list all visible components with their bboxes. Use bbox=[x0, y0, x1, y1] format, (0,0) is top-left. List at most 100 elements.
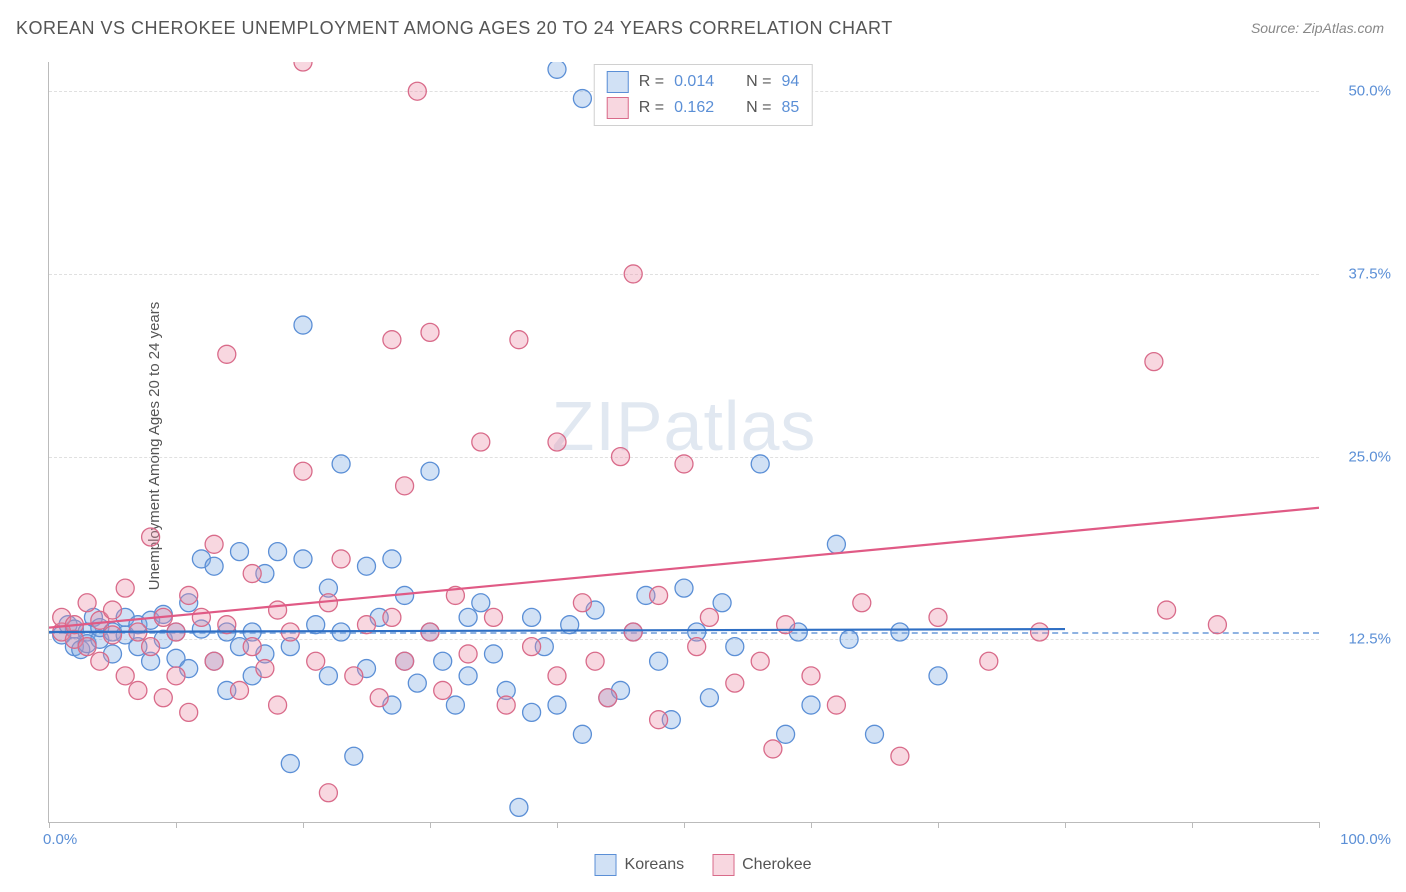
data-point bbox=[929, 608, 947, 626]
data-point bbox=[421, 462, 439, 480]
plot-area: ZIPatlas 12.5%25.0%37.5%50.0%0.0%100.0% bbox=[48, 62, 1319, 823]
data-point bbox=[1208, 616, 1226, 634]
data-point bbox=[523, 608, 541, 626]
data-point bbox=[294, 462, 312, 480]
data-point bbox=[281, 755, 299, 773]
data-point bbox=[294, 550, 312, 568]
data-point bbox=[548, 696, 566, 714]
data-point bbox=[370, 689, 388, 707]
data-point bbox=[802, 667, 820, 685]
legend-item-koreans: Koreans bbox=[595, 854, 685, 876]
y-tick-label: 12.5% bbox=[1348, 631, 1391, 648]
r-value-cherokee: 0.162 bbox=[674, 99, 714, 117]
data-point bbox=[688, 638, 706, 656]
data-point bbox=[154, 689, 172, 707]
data-point bbox=[599, 689, 617, 707]
x-tick bbox=[557, 822, 558, 828]
chart-container: KOREAN VS CHEROKEE UNEMPLOYMENT AMONG AG… bbox=[0, 0, 1406, 892]
x-tick-label: 0.0% bbox=[43, 831, 77, 848]
data-point bbox=[573, 725, 591, 743]
swatch-koreans-icon bbox=[595, 854, 617, 876]
data-point bbox=[713, 594, 731, 612]
data-point bbox=[332, 455, 350, 473]
data-point bbox=[891, 623, 909, 641]
data-point bbox=[116, 579, 134, 597]
data-point bbox=[129, 681, 147, 699]
r-label: R = bbox=[639, 73, 664, 91]
data-point bbox=[675, 579, 693, 597]
data-point bbox=[827, 696, 845, 714]
data-point bbox=[332, 550, 350, 568]
data-point bbox=[231, 681, 249, 699]
data-point bbox=[827, 535, 845, 553]
data-point bbox=[472, 433, 490, 451]
data-point bbox=[840, 630, 858, 648]
y-tick-label: 37.5% bbox=[1348, 265, 1391, 282]
scatter-svg bbox=[49, 62, 1319, 822]
data-point bbox=[497, 696, 515, 714]
data-point bbox=[573, 90, 591, 108]
data-point bbox=[485, 645, 503, 663]
data-point bbox=[802, 696, 820, 714]
data-point bbox=[891, 747, 909, 765]
data-point bbox=[269, 543, 287, 561]
data-point bbox=[243, 565, 261, 583]
data-point bbox=[624, 265, 642, 283]
data-point bbox=[78, 594, 96, 612]
data-point bbox=[1158, 601, 1176, 619]
data-point bbox=[396, 477, 414, 495]
data-point bbox=[243, 638, 261, 656]
x-tick bbox=[811, 822, 812, 828]
data-point bbox=[548, 433, 566, 451]
data-point bbox=[142, 528, 160, 546]
data-point bbox=[726, 674, 744, 692]
data-point bbox=[523, 703, 541, 721]
data-point bbox=[485, 608, 503, 626]
correlation-legend: R = 0.014 N = 94 R = 0.162 N = 85 bbox=[594, 64, 813, 126]
series-legend: Koreans Cherokee bbox=[595, 854, 812, 876]
data-point bbox=[1145, 353, 1163, 371]
data-point bbox=[256, 660, 274, 678]
data-point bbox=[1031, 623, 1049, 641]
regression-line bbox=[49, 508, 1319, 628]
x-tick bbox=[303, 822, 304, 828]
data-point bbox=[510, 798, 528, 816]
data-point bbox=[383, 608, 401, 626]
data-point bbox=[510, 331, 528, 349]
data-point bbox=[726, 638, 744, 656]
legend-label-koreans: Koreans bbox=[625, 856, 685, 874]
data-point bbox=[408, 674, 426, 692]
data-point bbox=[269, 601, 287, 619]
legend-label-cherokee: Cherokee bbox=[742, 856, 811, 874]
data-point bbox=[319, 667, 337, 685]
data-point bbox=[472, 594, 490, 612]
data-point bbox=[218, 345, 236, 363]
data-point bbox=[700, 608, 718, 626]
data-point bbox=[142, 638, 160, 656]
data-point bbox=[586, 652, 604, 670]
data-point bbox=[192, 608, 210, 626]
legend-row-koreans: R = 0.014 N = 94 bbox=[607, 69, 800, 95]
data-point bbox=[383, 331, 401, 349]
data-point bbox=[205, 557, 223, 575]
data-point bbox=[980, 652, 998, 670]
x-tick-label: 100.0% bbox=[1340, 831, 1391, 848]
data-point bbox=[459, 645, 477, 663]
source-label: Source: ZipAtlas.com bbox=[1251, 20, 1384, 36]
n-value-koreans: 94 bbox=[781, 73, 799, 91]
data-point bbox=[612, 448, 630, 466]
data-point bbox=[307, 652, 325, 670]
x-tick bbox=[430, 822, 431, 828]
data-point bbox=[650, 586, 668, 604]
data-point bbox=[751, 455, 769, 473]
n-label: N = bbox=[746, 99, 771, 117]
data-point bbox=[459, 608, 477, 626]
x-tick bbox=[684, 822, 685, 828]
data-point bbox=[777, 725, 795, 743]
x-tick bbox=[176, 822, 177, 828]
x-tick bbox=[1319, 822, 1320, 828]
legend-row-cherokee: R = 0.162 N = 85 bbox=[607, 95, 800, 121]
data-point bbox=[434, 652, 452, 670]
data-point bbox=[104, 601, 122, 619]
data-point bbox=[421, 323, 439, 341]
